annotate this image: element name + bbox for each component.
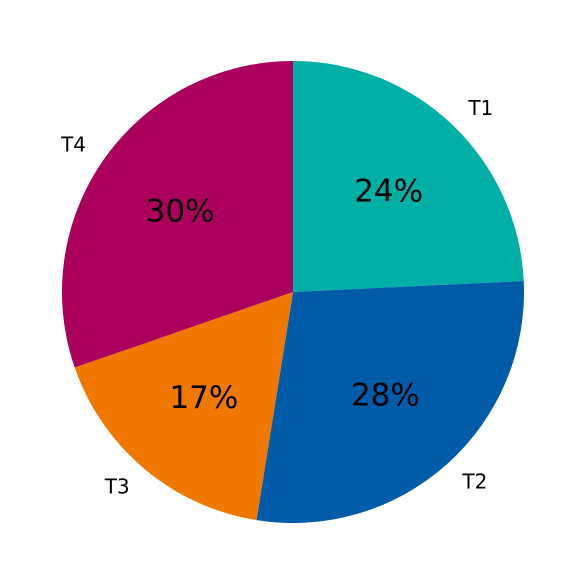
pie-percent-label-t2: 28%	[351, 377, 420, 413]
pie-slice-t2	[256, 281, 524, 523]
pie-slice-t4	[61, 61, 294, 368]
slices-layer	[61, 61, 524, 523]
pie-percent-label-t3: 17%	[169, 380, 238, 416]
labels-layer: 24% T1 28% T2 17% T3 30% T4	[60, 96, 493, 499]
pie-category-label-t2: T2	[461, 469, 487, 493]
pie-slice-t1	[293, 61, 524, 292]
pie-percent-label-t1: 24%	[354, 174, 423, 210]
pie-category-label-t1: T1	[467, 96, 493, 120]
pie-category-label-t4: T4	[60, 133, 86, 157]
pie-category-label-t3: T3	[104, 475, 130, 499]
pie-slice-t3	[74, 292, 294, 521]
pie-percent-label-t4: 30%	[146, 194, 215, 230]
